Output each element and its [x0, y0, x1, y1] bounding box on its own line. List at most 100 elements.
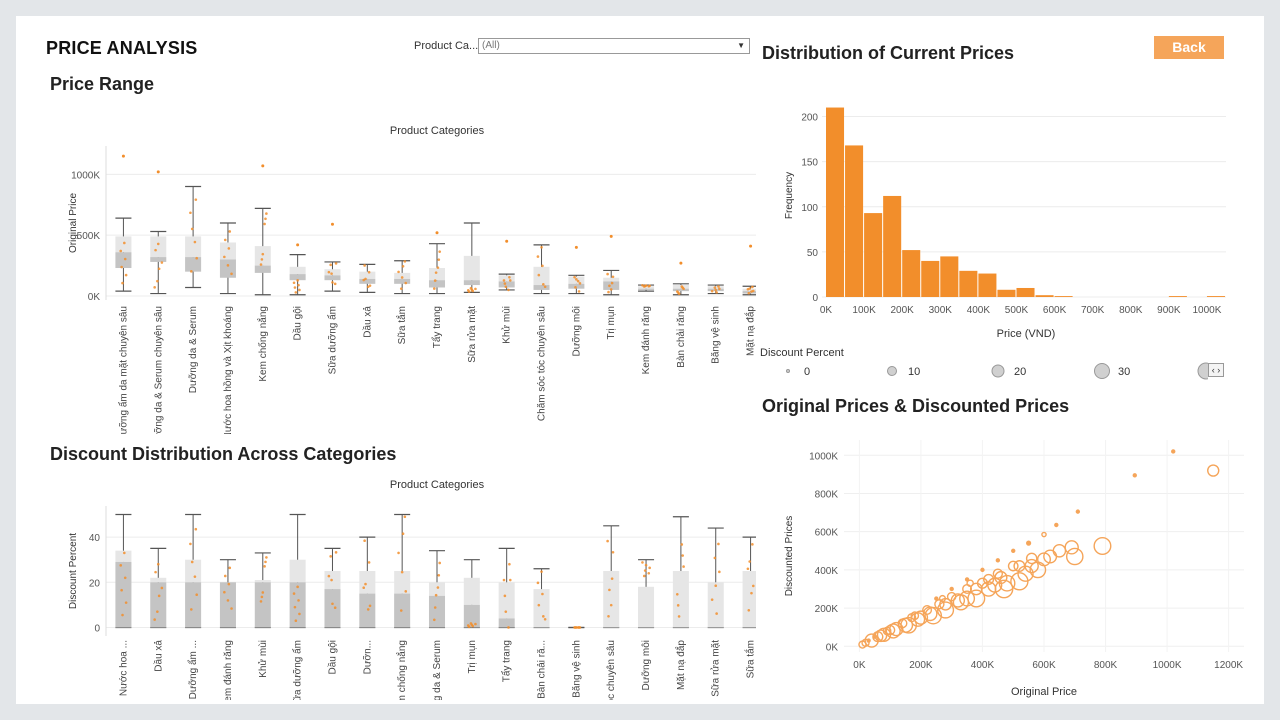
data-point: [715, 291, 718, 294]
data-point: [713, 286, 717, 289]
data-point: [400, 276, 404, 279]
data-point: [293, 286, 297, 289]
chevron-down-icon: ▼: [737, 41, 745, 50]
data-point: [611, 275, 615, 279]
box-lower: [150, 257, 167, 262]
x-tick-label: 1000K: [1192, 305, 1221, 316]
data-point: [507, 288, 510, 292]
product-category-filter[interactable]: (All) ▼: [478, 38, 750, 54]
data-point: [226, 599, 230, 602]
data-point: [331, 602, 334, 606]
data-point: [193, 575, 197, 578]
data-point: [223, 255, 226, 259]
data-point: [190, 560, 194, 564]
box-lower: [463, 280, 480, 286]
category-label: Dưỡng ẩm ...: [187, 640, 199, 699]
data-point: [119, 564, 123, 567]
data-point: [333, 282, 337, 286]
data-point: [433, 618, 436, 622]
data-point: [502, 578, 506, 582]
box-upper: [428, 582, 446, 596]
data-point: [610, 281, 614, 285]
data-point: [607, 614, 610, 618]
data-point: [541, 592, 544, 596]
price-range-chart: Product Categories Original Price 0K 500K 10…: [68, 125, 756, 434]
x-axis-label: Original Price: [1011, 686, 1077, 698]
category-label: Dầu gội: [292, 306, 304, 340]
data-point: [223, 590, 226, 594]
data-point: [710, 598, 714, 601]
data-point: [433, 279, 437, 282]
data-point: [746, 567, 750, 571]
scatter-point: [897, 617, 914, 633]
data-point: [228, 566, 232, 570]
data-point: [190, 227, 194, 231]
box-lower: [463, 604, 480, 628]
category-label: Băng vệ sinh: [571, 640, 582, 698]
box-upper: [638, 286, 655, 289]
box-lower: [324, 589, 341, 628]
data-point: [330, 578, 333, 582]
data-point: [508, 275, 511, 279]
back-button[interactable]: Back: [1154, 36, 1224, 59]
data-point: [608, 284, 611, 288]
box-lower: [394, 278, 411, 284]
data-point: [195, 256, 199, 260]
x-tick-label: 900K: [1157, 305, 1181, 316]
scatter-point: [1041, 531, 1047, 538]
box-upper: [603, 277, 620, 282]
box-upper: [742, 288, 756, 292]
category-label: Khử mùi: [257, 640, 269, 678]
category-label: Dưỡng ẩm da mặt chuyên sâu: [117, 306, 129, 434]
filter-label: Product Ca...: [414, 40, 479, 52]
data-point: [265, 556, 268, 559]
data-point: [433, 287, 436, 290]
data-point: [682, 565, 685, 568]
scatter-point: [994, 570, 1008, 585]
box-lower: [254, 265, 271, 273]
category-label: Bàn chải ră...: [537, 640, 548, 699]
box-upper: [185, 236, 202, 258]
legend-nav-arrows[interactable]: ‹ ›: [1208, 363, 1224, 377]
data-point: [542, 283, 545, 286]
data-point: [330, 272, 333, 275]
scatter-point: [1029, 561, 1047, 579]
data-point: [260, 595, 264, 599]
box-lower: [428, 280, 446, 288]
data-point: [748, 560, 751, 563]
data-point: [121, 281, 124, 285]
data-point: [576, 626, 580, 629]
x-tick-label: 600K: [1032, 660, 1056, 671]
chart-top-label: Product Categories: [390, 479, 485, 491]
scatter-point: [1075, 509, 1081, 514]
data-point: [293, 605, 297, 609]
data-point: [331, 281, 334, 284]
legend-title: Discount Percent: [760, 347, 844, 359]
data-point: [576, 279, 580, 283]
legend-size-marker: [786, 369, 790, 373]
dashboard-title: PRICE ANALYSIS: [46, 38, 198, 58]
data-point: [368, 604, 372, 608]
category-label: Dầu gội: [326, 640, 338, 674]
legend-label: 30: [1118, 366, 1130, 378]
box-lower: [150, 582, 167, 628]
y-tick-label: 150: [801, 158, 818, 169]
outlier-point: [679, 261, 683, 265]
legend-label: 20: [1014, 366, 1026, 378]
scatter-point: [907, 613, 917, 623]
category-label: Mặt nạ đắp: [744, 306, 756, 356]
x-tick-label: 700K: [1081, 305, 1105, 316]
box-upper: [428, 268, 446, 281]
data-point: [642, 574, 646, 578]
data-point: [397, 270, 400, 274]
x-tick-label: 0K: [820, 305, 833, 316]
box-lower: [428, 595, 446, 628]
data-point: [227, 582, 231, 586]
box-upper: [150, 577, 167, 583]
scatter-point: [913, 610, 929, 625]
data-point: [156, 562, 160, 566]
box-lower: [603, 281, 620, 290]
outlier-point: [609, 234, 613, 238]
data-point: [156, 279, 159, 283]
histogram-bar: [1035, 295, 1054, 297]
